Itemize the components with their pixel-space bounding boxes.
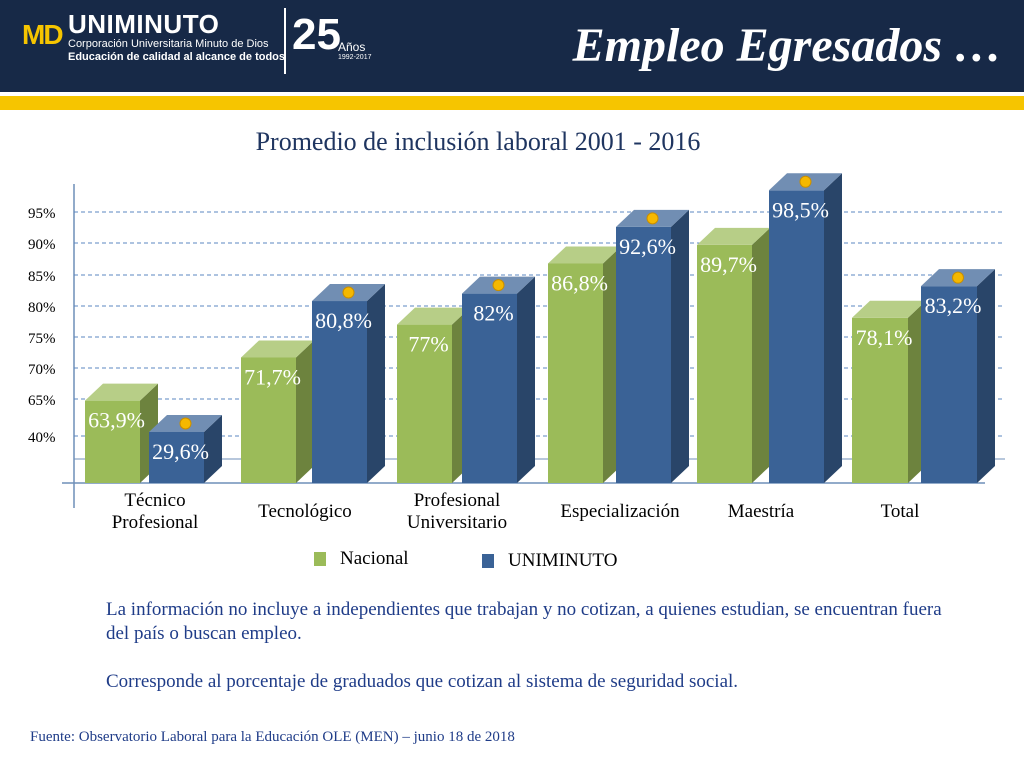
bar-uniminuto-marker <box>179 417 192 430</box>
slide-title: Empleo Egresados … <box>572 19 1002 72</box>
bar-uniminuto <box>921 286 977 483</box>
bar-uniminuto-side <box>204 415 222 483</box>
bar-nacional-top <box>85 383 158 401</box>
header-divider-white <box>0 92 1024 96</box>
md-logo-icon: MD <box>22 19 64 50</box>
bar-nacional <box>548 263 603 483</box>
bar-uniminuto-side <box>977 269 995 483</box>
bar-uniminuto-marker <box>799 175 812 188</box>
logo-divider <box>284 8 286 74</box>
y-tick-label: 80% <box>28 300 56 316</box>
bar-nacional <box>85 400 140 483</box>
bar-nacional-top <box>397 307 470 325</box>
y-tick-label: 40% <box>28 430 56 446</box>
x-tick-label: Universitario <box>407 512 507 533</box>
bar-uniminuto <box>769 190 824 484</box>
bar-nacional-value-label: 78,1% <box>856 325 913 350</box>
anniversary-word: Años <box>338 40 366 54</box>
bar-uniminuto-marker <box>492 279 505 292</box>
y-tick-label: 85% <box>28 269 56 285</box>
y-tick-label: 90% <box>28 237 56 253</box>
x-tick-label: Maestría <box>728 501 795 522</box>
legend-swatch-uniminuto <box>482 554 494 568</box>
source-citation: Fuente: Observatorio Laboral para la Edu… <box>30 729 515 745</box>
bar-uniminuto-side <box>517 276 535 483</box>
bar-nacional <box>241 357 296 483</box>
bar-nacional-top <box>548 246 621 264</box>
header-bar <box>0 0 1024 92</box>
uniminuto-logo: MD UNIMINUTO Corporación Universitaria M… <box>22 8 286 70</box>
bar-uniminuto-side <box>367 284 385 483</box>
bar-nacional-value-label: 63,9% <box>88 408 145 433</box>
y-tick-label: 75% <box>28 331 56 347</box>
bar-uniminuto-value-label: 98,5% <box>772 197 829 222</box>
bar-uniminuto-value-label: 92,6% <box>619 234 676 259</box>
bar-nacional <box>697 244 752 483</box>
bar-uniminuto-marker <box>342 286 355 299</box>
bar-uniminuto-value-label: 83,2% <box>925 293 982 318</box>
x-tick-label: Especialización <box>560 501 680 522</box>
anniversary-years: 1992-2017 <box>338 54 372 61</box>
bar-uniminuto-value-label: 80,8% <box>315 308 372 333</box>
x-tick-label: Profesional <box>112 512 199 533</box>
y-tick-label: 70% <box>28 362 56 378</box>
bar-nacional-value-label: 77% <box>408 332 448 357</box>
logo-tagline: Educación de calidad al alcance de todos <box>68 51 286 63</box>
logo-subtitle: Corporación Universitaria Minuto de Dios <box>68 38 269 50</box>
y-tick-label: 65% <box>28 393 56 409</box>
x-tick-label: Tecnológico <box>258 501 352 522</box>
bar-nacional-top <box>241 340 314 358</box>
chart-title: Promedio de inclusión laboral 2001 - 201… <box>255 127 701 156</box>
legend-label-nacional: Nacional <box>340 548 409 569</box>
bar-nacional-value-label: 86,8% <box>551 270 608 295</box>
bar-uniminuto-marker <box>646 212 659 225</box>
x-tick-label: Total <box>881 501 920 522</box>
bar-nacional <box>852 317 908 483</box>
bar-nacional-top <box>697 227 770 245</box>
legend-label-uniminuto: UNIMINUTO <box>508 550 618 571</box>
header-divider-gold <box>0 96 1024 110</box>
bar-uniminuto-value-label: 29,6% <box>152 439 209 464</box>
bar-uniminuto <box>149 432 204 483</box>
logo-name: UNIMINUTO <box>68 9 220 39</box>
bar-nacional-value-label: 71,7% <box>244 364 301 389</box>
note-exclusions: La información no incluye a independient… <box>106 599 942 644</box>
anniversary-logo: 25 Años 1992-2017 <box>292 10 382 74</box>
note-definition: Corresponde al porcentaje de graduados q… <box>106 671 739 692</box>
bar-uniminuto-side <box>671 209 689 483</box>
bar-uniminuto <box>462 293 517 483</box>
bar-uniminuto <box>616 226 671 483</box>
anniversary-number: 25 <box>292 10 341 59</box>
bar-nacional-side <box>752 227 770 483</box>
legend-swatch-nacional <box>314 552 326 566</box>
bar-uniminuto-side <box>824 173 842 484</box>
x-tick-label: Técnico <box>124 490 185 511</box>
x-tick-label: Profesional <box>414 490 501 511</box>
y-tick-label: 95% <box>28 206 56 222</box>
bar-uniminuto-value-label: 82% <box>473 301 513 326</box>
bar-nacional-top <box>852 300 926 318</box>
bar-nacional-value-label: 89,7% <box>700 252 757 277</box>
bar-uniminuto <box>312 301 367 483</box>
bar-nacional <box>397 324 452 483</box>
bar-uniminuto-marker <box>952 271 964 284</box>
bar-nacional-side <box>296 340 314 483</box>
